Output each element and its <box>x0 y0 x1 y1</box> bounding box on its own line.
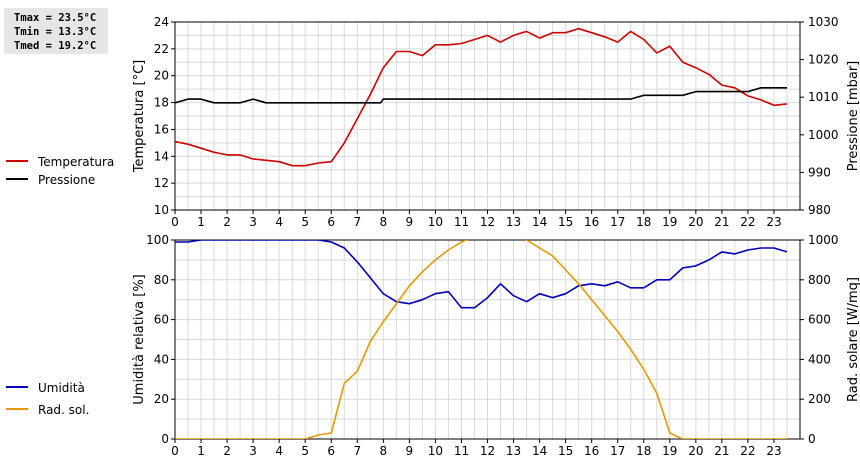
series-line-rad-sol <box>175 240 787 439</box>
y2-tick-label: 1000 <box>808 128 839 142</box>
x-tick-label: 5 <box>301 444 309 458</box>
x-tick-label: 12 <box>480 215 495 229</box>
x-tick-label: 0 <box>171 444 179 458</box>
y-tick-label: 20 <box>154 392 169 406</box>
y-tick-label: 16 <box>154 122 169 136</box>
x-tick-label: 14 <box>532 444 547 458</box>
y-tick-label: 12 <box>154 176 169 190</box>
x-tick-label: 18 <box>636 444 651 458</box>
x-tick-label: 8 <box>380 444 388 458</box>
x-tick-label: 16 <box>584 215 599 229</box>
x-tick-label: 1 <box>197 215 205 229</box>
stats-box: Tmax = 23.5°C Tmin = 13.3°C Tmed = 19.2°… <box>4 8 108 54</box>
y2-tick-label: 980 <box>808 203 831 217</box>
x-tick-label: 7 <box>353 444 361 458</box>
x-tick-label: 19 <box>662 444 677 458</box>
y2-tick-label: 1010 <box>808 90 839 104</box>
x-tick-label: 23 <box>766 444 781 458</box>
series-line-umidit <box>175 240 788 309</box>
x-tick-label: 11 <box>454 444 469 458</box>
legend-label: Umidità <box>38 381 85 395</box>
x-tick-label: 9 <box>406 444 414 458</box>
x-tick-label: 13 <box>506 444 521 458</box>
y-tick-label: 100 <box>146 233 169 247</box>
chart-panel-2: 0 1 2 3 4 5 6 7 8 9 10 11 12 13 14 15 16 17 18 19 20 21 22 2302… <box>6 233 860 458</box>
x-tick-label: 15 <box>558 215 573 229</box>
x-tick-label: 17 <box>610 215 625 229</box>
x-tick-label: 21 <box>714 215 729 229</box>
y2-axis-title: Pressione [mbar] <box>846 61 860 172</box>
tmin-label: Tmin = 13.3°C <box>14 26 97 38</box>
x-tick-label: 6 <box>327 215 335 229</box>
x-tick-label: 2 <box>223 444 231 458</box>
x-tick-label: 7 <box>353 215 361 229</box>
y-tick-label: 40 <box>154 352 169 366</box>
x-tick-label: 3 <box>249 444 257 458</box>
y2-tick-label: 990 <box>808 165 831 179</box>
x-tick-label: 6 <box>327 444 335 458</box>
y-axis-title: Umidità relativa [%] <box>132 274 147 404</box>
x-tick-label: 8 <box>380 215 388 229</box>
x-tick-label: 21 <box>714 444 729 458</box>
y2-tick-label: 800 <box>808 273 831 287</box>
x-tick-label: 18 <box>636 215 651 229</box>
x-tick-label: 4 <box>275 215 283 229</box>
x-tick-label: 10 <box>428 444 443 458</box>
chart-panel-1: 0 1 2 3 4 5 6 7 8 9 10 11 12 13 14 15 16 17 18 19 20 21 22 2310… <box>6 15 860 229</box>
y2-tick-label: 400 <box>808 352 831 366</box>
series-line-temperatura <box>175 27 788 167</box>
y2-axis-title: Rad. solare [W/mq] <box>846 277 860 402</box>
tmax-label: Tmax = 23.5°C <box>14 12 97 24</box>
x-tick-label: 23 <box>766 215 781 229</box>
y-tick-label: 24 <box>154 15 169 29</box>
series-group <box>175 27 788 167</box>
y-tick-label: 20 <box>154 69 169 83</box>
legend-label: Rad. sol. <box>38 403 89 417</box>
x-tick-label: 3 <box>249 215 257 229</box>
x-tick-label: 2 <box>223 215 231 229</box>
y-tick-label: 0 <box>161 432 169 446</box>
x-tick-label: 22 <box>740 215 755 229</box>
y-tick-label: 14 <box>154 149 169 163</box>
x-tick-label: 1 <box>197 444 205 458</box>
x-tick-label: 20 <box>688 215 703 229</box>
y2-tick-label: 1030 <box>808 15 839 29</box>
y-tick-label: 22 <box>154 42 169 56</box>
y-axis-title: Temperatura [°C] <box>132 60 147 173</box>
y2-tick-label: 0 <box>808 432 816 446</box>
series-group <box>175 240 788 439</box>
x-tick-label: 9 <box>406 215 414 229</box>
y-tick-label: 18 <box>154 96 169 110</box>
y2-tick-label: 1020 <box>808 53 839 67</box>
x-tick-label: 14 <box>532 215 547 229</box>
x-tick-label: 20 <box>688 444 703 458</box>
x-tick-label: 16 <box>584 444 599 458</box>
x-tick-label: 5 <box>301 215 309 229</box>
grid <box>174 239 801 440</box>
grid <box>174 21 801 211</box>
y2-tick-label: 1000 <box>808 233 839 247</box>
x-tick-label: 10 <box>428 215 443 229</box>
x-tick-label: 17 <box>610 444 625 458</box>
x-tick-label: 11 <box>454 215 469 229</box>
y2-tick-label: 200 <box>808 392 831 406</box>
x-tick-label: 15 <box>558 444 573 458</box>
x-tick-label: 0 <box>171 215 179 229</box>
legend-label: Temperatura <box>37 155 114 169</box>
x-tick-label: 19 <box>662 215 677 229</box>
x-tick-label: 4 <box>275 444 283 458</box>
x-tick-label: 13 <box>506 215 521 229</box>
x-tick-label: 22 <box>740 444 755 458</box>
y-tick-label: 60 <box>154 313 169 327</box>
tmed-label: Tmed = 19.2°C <box>14 40 97 52</box>
y2-tick-label: 600 <box>808 313 831 327</box>
series-line-pressione <box>175 87 787 104</box>
x-tick-label: 12 <box>480 444 495 458</box>
y-tick-label: 80 <box>154 273 169 287</box>
y-tick-label: 10 <box>154 203 169 217</box>
legend-label: Pressione <box>38 173 95 187</box>
